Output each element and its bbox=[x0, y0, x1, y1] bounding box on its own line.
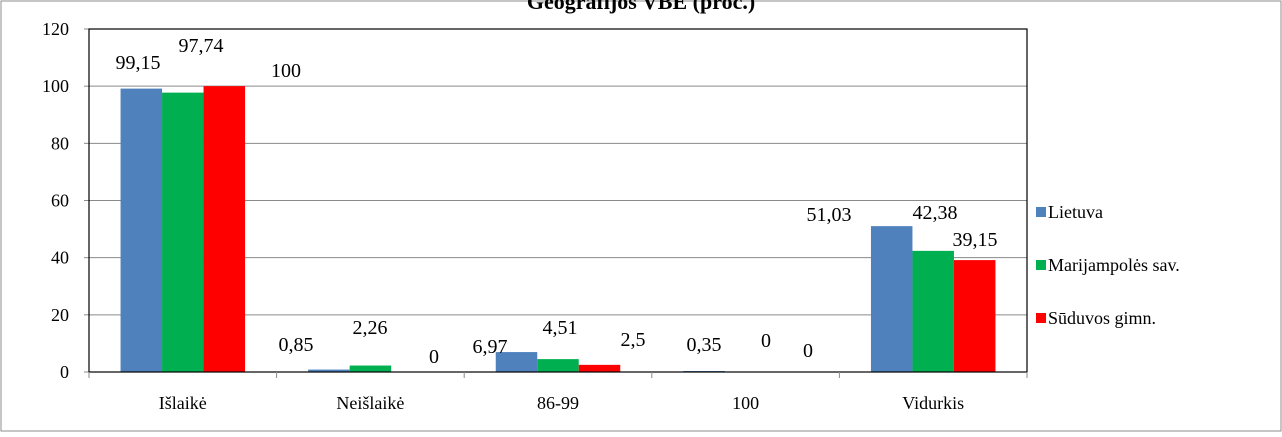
bar bbox=[953, 260, 996, 372]
y-tick-label: 80 bbox=[51, 133, 69, 153]
y-tick-label: 40 bbox=[51, 248, 69, 268]
x-tick-label: 86-99 bbox=[537, 393, 579, 413]
bar bbox=[203, 86, 246, 373]
data-label: 4,51 bbox=[543, 317, 578, 339]
data-label: 0 bbox=[429, 346, 439, 368]
y-tick-label: 60 bbox=[51, 191, 69, 211]
legend-label: Sūduvos gimn. bbox=[1048, 308, 1156, 328]
data-label: 51,03 bbox=[807, 204, 852, 226]
legend-item: Sūduvos gimn. bbox=[1036, 308, 1156, 328]
bar bbox=[578, 364, 621, 372]
data-label: 0,85 bbox=[279, 334, 314, 356]
bar bbox=[912, 250, 954, 372]
data-label: 39,15 bbox=[953, 229, 998, 251]
y-tick-label: 20 bbox=[51, 305, 69, 325]
bar bbox=[162, 92, 204, 373]
data-label: 6,97 bbox=[473, 336, 508, 358]
data-labels: 99,15 97,74 100 0,85 2,26 0 6,97 4,51 2,5 0,35 0 0 5… bbox=[116, 35, 998, 368]
bar bbox=[308, 369, 350, 372]
bar bbox=[120, 88, 163, 372]
plot-area-border bbox=[88, 28, 1028, 373]
legend-swatch bbox=[1036, 260, 1046, 270]
legend: Lietuva Marijampolės sav. Sūduvos gimn. bbox=[1036, 202, 1180, 328]
y-tick-label: 120 bbox=[42, 19, 69, 39]
bars bbox=[120, 86, 996, 373]
bar bbox=[870, 226, 913, 372]
legend-swatch bbox=[1036, 313, 1046, 323]
data-label: 0 bbox=[803, 340, 813, 362]
legend-swatch bbox=[1036, 207, 1046, 217]
data-label: 100 bbox=[271, 60, 301, 82]
x-tick-label: Vidurkis bbox=[902, 393, 964, 413]
x-tick-label: Neišlaikė bbox=[336, 393, 404, 413]
legend-label: Lietuva bbox=[1048, 202, 1103, 222]
x-tick-label: 100 bbox=[732, 393, 759, 413]
data-label: 42,38 bbox=[913, 202, 958, 224]
bar bbox=[495, 352, 538, 372]
data-label: 99,15 bbox=[116, 52, 161, 74]
data-label: 0,35 bbox=[687, 334, 722, 356]
data-label: 97,74 bbox=[179, 35, 224, 57]
bar bbox=[349, 365, 392, 372]
y-tick-label: 100 bbox=[42, 76, 69, 96]
bar bbox=[537, 359, 579, 372]
data-label: 2,26 bbox=[353, 317, 388, 339]
chart-title: Geografijos VBE (proc.) bbox=[527, 0, 755, 14]
legend-label: Marijampolės sav. bbox=[1048, 255, 1180, 275]
y-tick-label: 0 bbox=[60, 362, 69, 382]
x-tick-label: Išlaikė bbox=[159, 393, 207, 413]
axes: 0 20 40 60 80 100 120 Išlaikė Neišlaikė 86-99 100 V… bbox=[42, 19, 1028, 413]
legend-item: Marijampolės sav. bbox=[1036, 255, 1180, 275]
legend-item: Lietuva bbox=[1036, 202, 1103, 222]
data-label: 2,5 bbox=[621, 329, 646, 351]
data-label: 0 bbox=[761, 330, 771, 352]
